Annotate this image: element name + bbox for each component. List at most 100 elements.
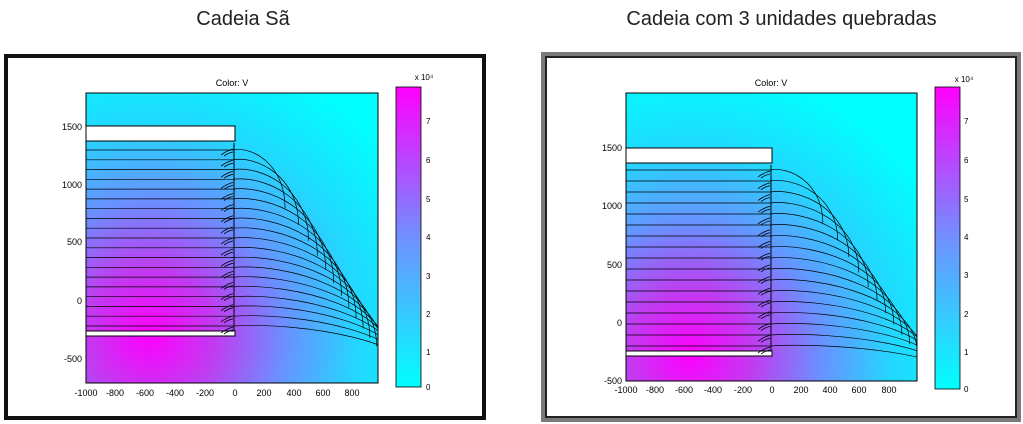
right-x-tick: 800 [881, 385, 896, 395]
right-x-tick: -800 [646, 385, 664, 395]
insulator-disc [757, 182, 771, 191]
right-insulator-string [757, 165, 772, 355]
equipotential-line [86, 325, 378, 346]
left-colorbar-tick: 1 [426, 348, 431, 357]
left-x-tick: -400 [166, 388, 184, 398]
insulator-disc [220, 326, 234, 335]
insulator-disc [220, 237, 234, 246]
right-y-axis: 1500 1000 500 0 -500 [602, 143, 622, 386]
right-y-tick: -500 [604, 376, 622, 386]
left-colorbar-bar [395, 86, 422, 388]
insulator-disc [757, 229, 771, 238]
insulator-disc [757, 323, 771, 331]
right-plot-title: Color: V [755, 78, 788, 88]
equipotential-line [626, 180, 839, 241]
equipotential-line [626, 344, 917, 358]
right-colorbar-tick: 5 [964, 195, 969, 204]
equipotential-line [626, 235, 886, 314]
right-colorbar-tick: 1 [964, 348, 969, 357]
right-lower-electrode [625, 350, 773, 357]
left-plot-title: Color: V [216, 78, 249, 88]
left-y-tick: 1500 [62, 122, 82, 132]
left-x-tick: 200 [256, 388, 271, 398]
insulator-disc [220, 193, 234, 201]
insulator-disc [220, 215, 234, 224]
insulator-disc [220, 315, 234, 324]
insulator-disc [757, 311, 771, 320]
insulator-disc [757, 299, 771, 308]
left-colorbar-tick: 4 [426, 233, 431, 242]
insulator-disc [220, 271, 234, 279]
equipotential-line [86, 286, 378, 329]
insulator-disc [757, 346, 771, 355]
insulator-disc [220, 148, 234, 157]
insulator-disc [220, 259, 234, 268]
left-colorbar-tick: 3 [426, 272, 431, 281]
left-colorbar-tick: 5 [426, 195, 431, 204]
equipotential-line [626, 290, 917, 338]
left-colorbar: x 10⁴ 0 1 2 3 4 5 6 7 [395, 73, 434, 392]
insulator-disc [757, 241, 771, 249]
insulator-disc [220, 248, 234, 257]
equipotential-line [86, 305, 378, 336]
left-x-tick: 0 [232, 388, 237, 398]
right-colorbar-bar [934, 86, 961, 390]
left-x-tick: -600 [136, 388, 154, 398]
right-x-tick: 400 [822, 385, 837, 395]
right-panel-heading: Cadeia com 3 unidades quebradas [626, 8, 937, 30]
right-x-tick: -1000 [614, 385, 637, 395]
equipotential-line [626, 213, 869, 288]
left-colorbar-tick: 0 [426, 383, 431, 392]
insulator-disc [757, 334, 771, 343]
equipotential-line [86, 276, 378, 328]
equipotential-line [626, 202, 860, 273]
equipotential-line [86, 315, 378, 340]
right-colorbar-tick: 4 [964, 233, 969, 242]
right-colorbar-tick: 3 [964, 271, 969, 280]
right-x-tick: 600 [851, 385, 866, 395]
equipotential-line [626, 312, 917, 341]
right-colorbar-exponent: x 10⁴ [955, 75, 974, 84]
right-y-tick: 1000 [602, 201, 622, 211]
insulator-disc [757, 287, 771, 296]
left-y-tick: 1000 [62, 180, 82, 190]
equipotential-line [626, 334, 917, 352]
left-x-tick: 800 [344, 388, 359, 398]
left-panel-heading: Cadeia Sã [196, 8, 290, 30]
right-x-tick: -200 [734, 385, 752, 395]
left-x-tick: 600 [315, 388, 330, 398]
right-colorbar-tick: 2 [964, 310, 969, 319]
right-field-area [625, 92, 918, 382]
left-colorbar-tick: 6 [426, 156, 431, 165]
insulator-disc [220, 226, 234, 235]
left-y-tick: 500 [67, 237, 82, 247]
right-x-axis: -1000 -800 -600 -400 -200 0 200 400 600 … [614, 385, 896, 395]
equipotential-line [626, 224, 878, 301]
left-y-tick: -500 [64, 354, 82, 364]
insulator-disc [220, 182, 234, 190]
equipotential-line [626, 323, 917, 346]
insulator-disc [220, 204, 234, 212]
right-upper-electrode [625, 147, 773, 164]
equipotential-line [626, 279, 917, 353]
insulator-disc [220, 293, 234, 301]
right-colorbar-tick: 0 [964, 385, 969, 394]
equipotential-line [86, 266, 378, 330]
left-colorbar-exponent: x 10⁴ [415, 73, 434, 82]
right-plot-border [625, 92, 918, 382]
left-field-area [85, 92, 379, 384]
left-plot-border [85, 92, 379, 384]
right-y-tick: 500 [607, 260, 622, 270]
right-x-tick: -600 [675, 385, 693, 395]
insulator-disc [757, 264, 771, 273]
left-contours [86, 149, 378, 347]
insulator-disc [757, 194, 771, 202]
right-colorbar-tick: 6 [964, 156, 969, 165]
equipotential-line [86, 149, 286, 209]
left-x-axis: -1000 -800 -600 -400 -200 0 200 400 600 … [74, 388, 359, 398]
equipotential-line [86, 256, 378, 347]
insulator-disc [757, 252, 771, 261]
insulator-disc [757, 205, 771, 214]
